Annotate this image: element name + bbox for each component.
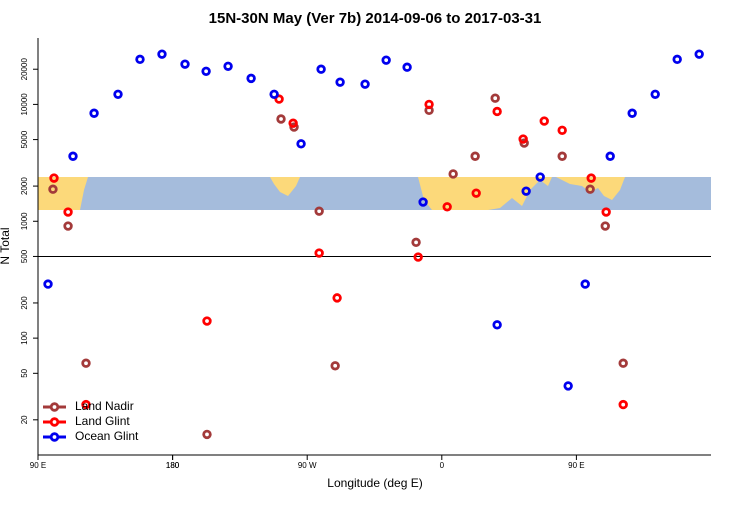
point bbox=[157, 49, 167, 59]
x-tick-label: 180 bbox=[166, 461, 180, 470]
point bbox=[539, 116, 549, 126]
point bbox=[600, 221, 610, 231]
legend-label: Land Glint bbox=[75, 414, 130, 428]
y-tick-label: 10000 bbox=[20, 93, 29, 116]
point bbox=[335, 77, 345, 87]
point bbox=[694, 49, 704, 59]
point bbox=[68, 151, 78, 161]
point bbox=[316, 64, 326, 74]
point bbox=[471, 188, 481, 198]
point bbox=[330, 361, 340, 371]
y-tick-label: 100 bbox=[20, 331, 29, 345]
point bbox=[586, 173, 596, 183]
point bbox=[442, 202, 452, 212]
x-tick-label: 180 bbox=[166, 461, 180, 470]
point bbox=[518, 134, 528, 144]
point bbox=[246, 73, 256, 84]
point bbox=[202, 316, 212, 326]
point bbox=[63, 221, 73, 231]
legend-marker bbox=[49, 432, 60, 442]
y-tick-label: 500 bbox=[20, 249, 29, 263]
point bbox=[618, 358, 628, 368]
point bbox=[180, 59, 190, 69]
point bbox=[81, 399, 91, 410]
legend-marker bbox=[49, 402, 60, 412]
point bbox=[314, 206, 324, 216]
point bbox=[360, 79, 370, 89]
point bbox=[202, 429, 212, 440]
point bbox=[557, 151, 567, 161]
x-tick-label: 90 E bbox=[30, 461, 46, 470]
x-axis-label: Longitude (deg E) bbox=[327, 476, 422, 490]
point bbox=[381, 55, 391, 65]
legend-label: Ocean Glint bbox=[75, 429, 139, 443]
point bbox=[413, 252, 423, 262]
point bbox=[448, 169, 458, 179]
point bbox=[274, 94, 284, 104]
point bbox=[43, 279, 53, 289]
y-tick-label: 20000 bbox=[20, 58, 29, 81]
point bbox=[269, 89, 279, 100]
point bbox=[557, 125, 567, 136]
point bbox=[402, 62, 412, 72]
point bbox=[332, 293, 342, 303]
point bbox=[535, 172, 545, 182]
map-band bbox=[38, 177, 711, 210]
point bbox=[288, 118, 298, 128]
point bbox=[135, 54, 145, 65]
point bbox=[627, 108, 637, 118]
point bbox=[276, 114, 286, 124]
point bbox=[418, 197, 428, 207]
point bbox=[223, 61, 233, 71]
point bbox=[424, 99, 434, 110]
point bbox=[672, 54, 682, 65]
point bbox=[605, 151, 615, 161]
legend-marker bbox=[49, 417, 60, 427]
y-axis-label: N Total bbox=[0, 227, 12, 264]
point bbox=[113, 89, 123, 100]
y-tick-label: 50 bbox=[20, 368, 29, 377]
point bbox=[81, 358, 91, 368]
legend-label: Land Nadir bbox=[75, 399, 134, 413]
point bbox=[470, 151, 480, 161]
y-tick-label: 20 bbox=[20, 415, 29, 424]
y-tick-label: 2000 bbox=[20, 177, 29, 195]
point bbox=[296, 139, 306, 149]
point bbox=[492, 320, 502, 330]
y-tick-label: 5000 bbox=[20, 130, 29, 148]
point bbox=[580, 279, 590, 289]
point bbox=[585, 184, 595, 194]
point bbox=[521, 186, 531, 196]
x-tick-label: 90 W bbox=[298, 461, 317, 470]
point bbox=[650, 89, 660, 100]
point bbox=[201, 66, 211, 76]
point bbox=[63, 207, 73, 217]
chart-title: 15N-30N May (Ver 7b) 2014-09-06 to 2017-… bbox=[209, 10, 542, 27]
x-tick-label: 90 E bbox=[568, 461, 584, 470]
point bbox=[411, 237, 421, 248]
point bbox=[601, 207, 611, 217]
y-tick-label: 1000 bbox=[20, 212, 29, 230]
point bbox=[618, 399, 628, 410]
point bbox=[492, 106, 502, 117]
point bbox=[563, 381, 573, 391]
point bbox=[314, 248, 324, 258]
point bbox=[490, 93, 500, 103]
point bbox=[89, 108, 99, 118]
point bbox=[48, 184, 58, 194]
x-tick-label: 0 bbox=[440, 461, 445, 470]
point bbox=[49, 173, 59, 183]
y-tick-label: 200 bbox=[20, 296, 29, 310]
